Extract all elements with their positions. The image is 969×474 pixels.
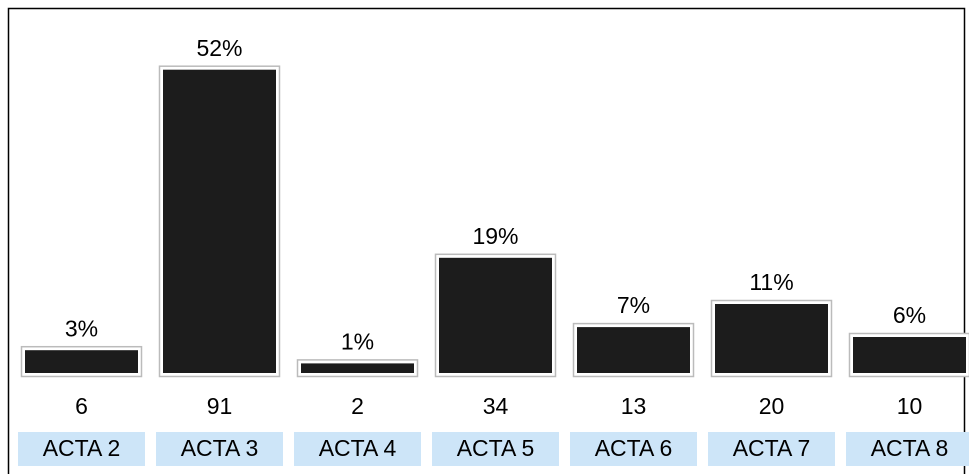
count-label: 10 — [897, 393, 923, 419]
count-label: 34 — [483, 393, 509, 419]
percent-label: 1% — [341, 328, 374, 354]
category-cell — [18, 432, 145, 466]
count-label: 91 — [207, 393, 233, 419]
count-label: 2 — [351, 393, 364, 419]
frame — [7, 7, 966, 474]
percent-label: 19% — [472, 223, 518, 249]
category-cell — [708, 432, 835, 466]
bar — [715, 304, 828, 373]
bar — [163, 69, 276, 373]
category-label: ACTA 5 — [457, 435, 535, 461]
count-label: 20 — [759, 393, 785, 419]
category-cell — [846, 432, 969, 466]
category-label: ACTA 8 — [871, 435, 949, 461]
count-label: 13 — [621, 393, 647, 419]
category-label: ACTA 2 — [43, 435, 121, 461]
bar — [577, 327, 690, 373]
bar — [301, 363, 414, 373]
percent-label: 6% — [893, 302, 926, 328]
category-cell — [570, 432, 697, 466]
category-cell — [432, 432, 559, 466]
bar — [853, 337, 966, 373]
bar — [25, 350, 138, 373]
percent-label: 7% — [617, 292, 650, 318]
category-cell — [156, 432, 283, 466]
category-label: ACTA 6 — [595, 435, 673, 461]
bar — [439, 257, 552, 373]
category-cell — [294, 432, 421, 466]
category-label: ACTA 3 — [181, 435, 259, 461]
category-label: ACTA 7 — [733, 435, 811, 461]
percent-label: 11% — [749, 269, 793, 295]
percent-label: 3% — [65, 315, 98, 341]
count-label: 6 — [75, 393, 88, 419]
percent-label: 52% — [196, 35, 242, 61]
category-label: ACTA 4 — [319, 435, 397, 461]
